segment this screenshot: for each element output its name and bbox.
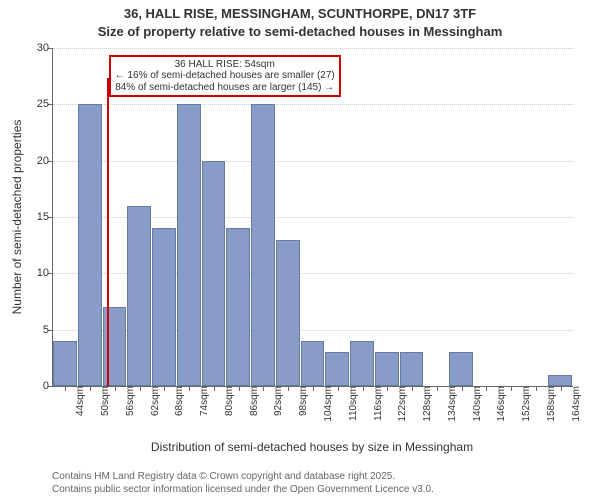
histogram-bar (325, 352, 349, 386)
histogram-bar (78, 104, 102, 386)
xtick-mark (263, 386, 264, 391)
xtick-mark (338, 386, 339, 391)
plot-area: 05101520253044sqm50sqm56sqm62sqm68sqm74s… (52, 48, 573, 387)
x-axis-label: Distribution of semi-detached houses by … (52, 440, 572, 454)
xtick-label: 110sqm (342, 386, 359, 421)
footer-attribution: Contains HM Land Registry data © Crown c… (52, 471, 434, 496)
ytick-label: 10 (37, 267, 53, 279)
xtick-label: 164sqm (565, 386, 582, 422)
footer-line1: Contains HM Land Registry data © Crown c… (52, 471, 434, 484)
ytick-label: 30 (37, 42, 53, 54)
xtick-label: 74sqm (193, 386, 210, 416)
xtick-label: 86sqm (243, 386, 260, 416)
xtick-mark (90, 386, 91, 391)
xtick-mark (313, 386, 314, 391)
xtick-mark (561, 386, 562, 391)
xtick-label: 98sqm (292, 386, 309, 416)
xtick-label: 146sqm (490, 386, 507, 422)
annotation-line3: 84% of semi-detached houses are larger (… (115, 82, 335, 94)
xtick-label: 92sqm (267, 386, 284, 416)
annotation-box: 36 HALL RISE: 54sqm ← 16% of semi-detach… (109, 55, 341, 98)
xtick-label: 140sqm (466, 386, 483, 422)
xtick-mark (536, 386, 537, 391)
histogram-bar (152, 228, 176, 386)
xtick-mark (239, 386, 240, 391)
histogram-bar (449, 352, 473, 386)
y-axis-label: Number of semi-detached properties (10, 48, 24, 386)
xtick-label: 68sqm (168, 386, 185, 416)
histogram-bar (53, 341, 77, 386)
histogram-bar (226, 228, 250, 386)
xtick-mark (462, 386, 463, 391)
gridline (53, 161, 573, 162)
xtick-mark (164, 386, 165, 391)
ytick-label: 0 (43, 380, 53, 392)
xtick-mark (214, 386, 215, 391)
histogram-bar (375, 352, 399, 386)
xtick-mark (437, 386, 438, 391)
histogram-bar (127, 206, 151, 386)
xtick-mark (189, 386, 190, 391)
ytick-label: 15 (37, 211, 53, 223)
xtick-label: 44sqm (69, 386, 86, 416)
ytick-label: 25 (37, 98, 53, 110)
chart-container: 36, HALL RISE, MESSINGHAM, SCUNTHORPE, D… (0, 0, 600, 500)
footer-line2: Contains public sector information licen… (52, 484, 434, 497)
xtick-mark (115, 386, 116, 391)
xtick-mark (363, 386, 364, 391)
xtick-mark (288, 386, 289, 391)
histogram-bar (301, 341, 325, 386)
xtick-label: 128sqm (416, 386, 433, 422)
xtick-mark (412, 386, 413, 391)
annotation-line2: ← 16% of semi-detached houses are smalle… (115, 70, 335, 82)
gridline (53, 48, 573, 49)
xtick-label: 62sqm (144, 386, 161, 416)
xtick-mark (387, 386, 388, 391)
xtick-mark (140, 386, 141, 391)
xtick-label: 134sqm (441, 386, 458, 422)
histogram-bar (251, 104, 275, 386)
gridline (53, 104, 573, 105)
chart-title-line1: 36, HALL RISE, MESSINGHAM, SCUNTHORPE, D… (0, 6, 600, 21)
reference-line (107, 78, 109, 386)
xtick-label: 116sqm (367, 386, 384, 421)
histogram-bar (350, 341, 374, 386)
histogram-bar (202, 161, 226, 386)
xtick-label: 152sqm (515, 386, 532, 422)
xtick-label: 104sqm (317, 386, 334, 422)
xtick-label: 158sqm (540, 386, 557, 422)
xtick-mark (486, 386, 487, 391)
xtick-label: 122sqm (391, 386, 408, 422)
histogram-bar (548, 375, 572, 386)
xtick-mark (511, 386, 512, 391)
xtick-label: 80sqm (218, 386, 235, 416)
histogram-bar (276, 240, 300, 386)
ytick-label: 20 (37, 155, 53, 167)
histogram-bar (400, 352, 424, 386)
xtick-label: 50sqm (94, 386, 111, 416)
xtick-mark (65, 386, 66, 391)
xtick-label: 56sqm (119, 386, 136, 416)
histogram-bar (177, 104, 201, 386)
chart-title-line2: Size of property relative to semi-detach… (0, 24, 600, 39)
annotation-line1: 36 HALL RISE: 54sqm (115, 59, 335, 71)
ytick-label: 5 (43, 324, 53, 336)
